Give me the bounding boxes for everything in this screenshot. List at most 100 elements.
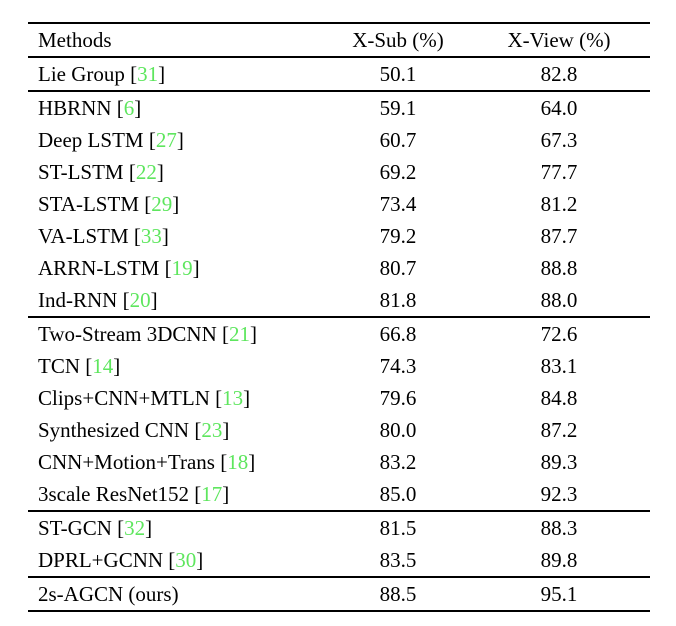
xview-value: 87.2 bbox=[540, 417, 578, 442]
xsub-value: 59.1 bbox=[379, 95, 417, 120]
method-name: 3scale ResNet152 bbox=[38, 481, 190, 506]
citation-link[interactable]: 22 bbox=[135, 159, 157, 184]
method-cell: Ind-RNN [20] bbox=[38, 287, 158, 312]
method-name: Clips+CNN+MTLN bbox=[38, 385, 210, 410]
xsub-value: 79.2 bbox=[379, 223, 417, 248]
method-cell: VA-LSTM [33] bbox=[38, 223, 169, 248]
table-row: 3scale ResNet152 [17] 85.0 92.3 bbox=[28, 478, 650, 511]
xsub-value: 66.8 bbox=[379, 321, 417, 346]
header-row: Methods X-Sub (%) X-View (%) bbox=[28, 23, 650, 57]
xview-value: 83.1 bbox=[540, 353, 578, 378]
xview-value: 88.0 bbox=[540, 287, 578, 312]
table-header: Methods X-Sub (%) X-View (%) bbox=[28, 23, 650, 57]
method-cell: ARRN-LSTM [19] bbox=[38, 255, 200, 280]
method-cell: CNN+Motion+Trans [18] bbox=[38, 449, 256, 474]
method-cell: ST-LSTM [22] bbox=[38, 159, 164, 184]
method-cell: DPRL+GCNN [30] bbox=[38, 547, 204, 572]
xview-value: 77.7 bbox=[540, 159, 578, 184]
method-name: Deep LSTM bbox=[38, 127, 144, 152]
table-row: STA-LSTM [29] 73.4 81.2 bbox=[28, 188, 650, 220]
xsub-value: 80.7 bbox=[379, 255, 417, 280]
xsub-value: 73.4 bbox=[379, 191, 417, 216]
table-row: TCN [14] 74.3 83.1 bbox=[28, 350, 650, 382]
xsub-value: 60.7 bbox=[379, 127, 417, 152]
method-name: DPRL+GCNN bbox=[38, 547, 164, 572]
table-row: ARRN-LSTM [19] 80.7 88.8 bbox=[28, 252, 650, 284]
table-row: ST-LSTM [22] 69.2 77.7 bbox=[28, 156, 650, 188]
citation-link[interactable]: 17 bbox=[201, 481, 223, 506]
method-cell: ST-GCN [32] bbox=[38, 515, 153, 540]
method-cell: 3scale ResNet152 [17] bbox=[38, 481, 230, 506]
citation-link[interactable]: 18 bbox=[227, 449, 249, 474]
table-row: Clips+CNN+MTLN [13] 79.6 84.8 bbox=[28, 382, 650, 414]
method-name: ST-LSTM bbox=[38, 159, 124, 184]
xsub-value: 81.8 bbox=[379, 287, 417, 312]
method-name: STA-LSTM bbox=[38, 191, 139, 216]
xview-value: 67.3 bbox=[540, 127, 578, 152]
citation-link[interactable]: 19 bbox=[171, 255, 193, 280]
table-row: DPRL+GCNN [30] 83.5 89.8 bbox=[28, 544, 650, 577]
citation-link[interactable]: 13 bbox=[222, 385, 244, 410]
citation-link[interactable]: 6 bbox=[123, 95, 135, 120]
table-row: HBRNN [6] 59.1 64.0 bbox=[28, 91, 650, 124]
column-header-xview: X-View (%) bbox=[507, 27, 611, 52]
xview-value: 89.3 bbox=[540, 449, 578, 474]
xview-value: 64.0 bbox=[540, 95, 578, 120]
table-row: Two-Stream 3DCNN [21] 66.8 72.6 bbox=[28, 317, 650, 350]
table-row: 2s-AGCN (ours) 88.5 95.1 bbox=[28, 577, 650, 611]
table-body: Lie Group [31] 50.1 82.8 HBRNN [6] 59.1 64.0 D… bbox=[28, 57, 650, 611]
method-name: Ind-RNN bbox=[38, 287, 118, 312]
method-cell: Lie Group [31] bbox=[38, 61, 166, 86]
table-row: Deep LSTM [27] 60.7 67.3 bbox=[28, 124, 650, 156]
citation-link[interactable]: 29 bbox=[151, 191, 173, 216]
table-row: Lie Group [31] 50.1 82.8 bbox=[28, 57, 650, 91]
citation-link[interactable]: 32 bbox=[124, 515, 146, 540]
method-name: TCN bbox=[38, 353, 80, 378]
xview-value: 82.8 bbox=[540, 61, 578, 86]
citation-link[interactable]: 21 bbox=[229, 321, 251, 346]
table-row: VA-LSTM [33] 79.2 87.7 bbox=[28, 220, 650, 252]
column-header-xsub: X-Sub (%) bbox=[352, 27, 444, 52]
citation-link[interactable]: 27 bbox=[155, 127, 177, 152]
xsub-value: 81.5 bbox=[379, 515, 417, 540]
method-name: VA-LSTM bbox=[38, 223, 129, 248]
xsub-value: 80.0 bbox=[379, 417, 417, 442]
xview-value: 95.1 bbox=[540, 581, 578, 606]
method-name: ARRN-LSTM bbox=[38, 255, 160, 280]
method-cell: 2s-AGCN (ours) bbox=[28, 577, 328, 611]
table-row: Ind-RNN [20] 81.8 88.0 bbox=[28, 284, 650, 317]
xview-value: 89.8 bbox=[540, 547, 578, 572]
method-name: 2s-AGCN (ours) bbox=[38, 581, 179, 606]
citation-link[interactable]: 30 bbox=[175, 547, 197, 572]
xsub-value: 88.5 bbox=[379, 581, 417, 606]
citation-link[interactable]: 33 bbox=[140, 223, 162, 248]
xview-value: 87.7 bbox=[540, 223, 578, 248]
xsub-value: 79.6 bbox=[379, 385, 417, 410]
method-name: Lie Group bbox=[38, 61, 125, 86]
method-cell: Synthesized CNN [23] bbox=[38, 417, 230, 442]
xview-value: 88.8 bbox=[540, 255, 578, 280]
xsub-value: 83.5 bbox=[379, 547, 417, 572]
xsub-value: 69.2 bbox=[379, 159, 417, 184]
citation-link[interactable]: 23 bbox=[201, 417, 223, 442]
citation-link[interactable]: 14 bbox=[92, 353, 114, 378]
method-cell: HBRNN [6] bbox=[38, 95, 142, 120]
method-cell: TCN [14] bbox=[38, 353, 121, 378]
xview-value: 92.3 bbox=[540, 481, 578, 506]
method-cell: STA-LSTM [29] bbox=[38, 191, 180, 216]
xsub-value: 83.2 bbox=[379, 449, 417, 474]
xview-value: 84.8 bbox=[540, 385, 578, 410]
xsub-value: 50.1 bbox=[379, 61, 417, 86]
xview-value: 88.3 bbox=[540, 515, 578, 540]
citation-link[interactable]: 20 bbox=[129, 287, 151, 312]
results-table: Methods X-Sub (%) X-View (%) Lie Group [… bbox=[28, 22, 650, 612]
column-header-methods: Methods bbox=[38, 27, 112, 52]
method-cell: Two-Stream 3DCNN [21] bbox=[38, 321, 258, 346]
method-cell: Deep LSTM [27] bbox=[38, 127, 184, 152]
table-row: CNN+Motion+Trans [18] 83.2 89.3 bbox=[28, 446, 650, 478]
xview-value: 72.6 bbox=[540, 321, 578, 346]
method-name: CNN+Motion+Trans bbox=[38, 449, 215, 474]
method-name: Synthesized CNN bbox=[38, 417, 190, 442]
citation-link[interactable]: 31 bbox=[137, 61, 159, 86]
